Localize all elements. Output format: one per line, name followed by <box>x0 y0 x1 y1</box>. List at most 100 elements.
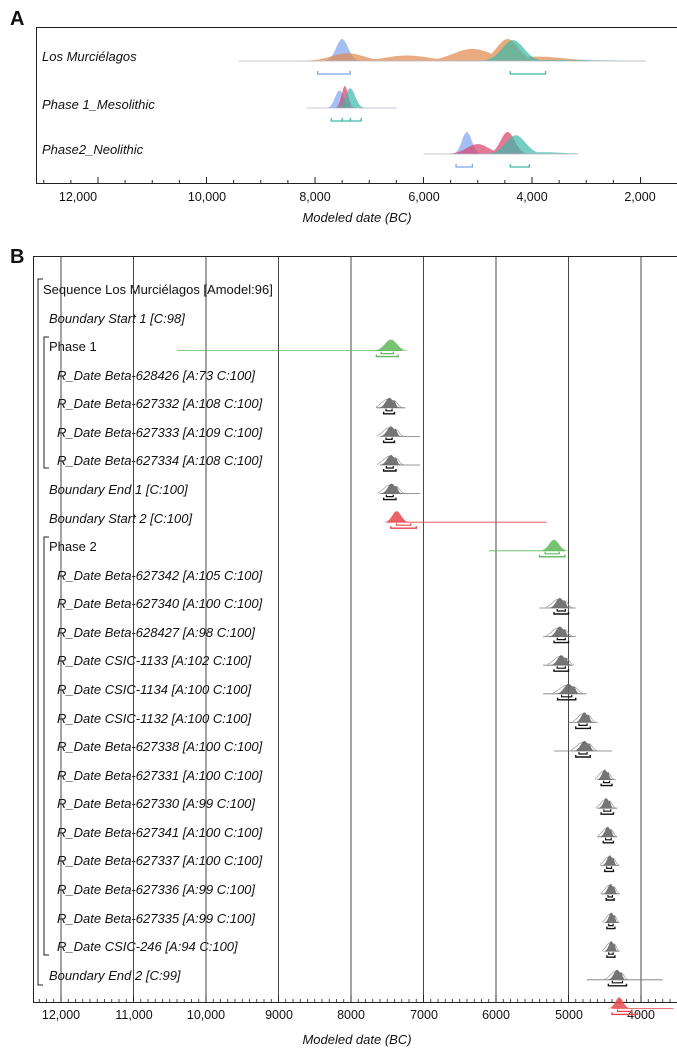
density-curve <box>423 132 579 154</box>
posterior-distribution <box>547 598 573 608</box>
panel-a-tick-label: 4,000 <box>516 190 548 204</box>
panel-b-row-label: R_Date Beta-627335 [A:99 C:100] <box>57 911 256 926</box>
panel-b-row-label: Sequence Los Murciélagos [Amodel:96] <box>43 282 273 297</box>
posterior-distribution <box>606 969 628 980</box>
density-curve <box>423 135 579 154</box>
panel-a-tick-label: 8,000 <box>299 190 331 204</box>
panel-b-frame <box>33 256 677 1003</box>
range-bracket <box>509 164 530 168</box>
range-68 <box>556 666 566 669</box>
posterior-distribution <box>378 455 404 465</box>
range-68 <box>385 494 394 498</box>
posterior-distribution <box>573 712 596 723</box>
panel-b-tick-label: 9000 <box>265 1008 293 1022</box>
panel-b-row-label: R_Date Beta-627342 [A:105 C:100] <box>57 568 263 583</box>
posterior-distribution <box>597 798 616 809</box>
posterior-distribution <box>378 483 405 494</box>
range-68 <box>385 466 394 469</box>
range-95 <box>606 926 616 930</box>
panel-b-tick-label: 4000 <box>627 1008 655 1022</box>
panel-b-x-axis-title: Modeled date (BC) <box>302 1032 412 1047</box>
panel-a-tick-label: 2,000 <box>624 190 656 204</box>
posterior-distribution <box>370 339 411 351</box>
panel-a-tick-label: 10,000 <box>187 190 227 204</box>
range-68 <box>578 752 588 755</box>
density-curve <box>239 39 646 61</box>
range-68 <box>380 351 394 355</box>
range-68 <box>385 437 393 440</box>
posterior-distribution <box>606 997 632 1009</box>
panel-b-row-label: Boundary Start 2 [C:100] <box>49 511 193 526</box>
posterior-distribution <box>548 655 574 666</box>
density-curve <box>306 88 397 108</box>
posterior-distribution <box>603 912 620 923</box>
range-bracket <box>509 71 547 75</box>
range-95 <box>600 783 613 787</box>
range-95 <box>605 898 615 901</box>
posterior-distribution <box>382 511 412 523</box>
range-68 <box>611 980 624 984</box>
range-68 <box>385 408 393 412</box>
range-95 <box>390 526 417 529</box>
range-95 <box>382 497 397 501</box>
range-95 <box>382 469 397 472</box>
range-95 <box>611 1012 639 1016</box>
posterior-distribution <box>601 884 620 894</box>
panel-b-tick-label: 10,000 <box>186 1008 226 1022</box>
panel-a-tick-label: 6,000 <box>408 190 440 204</box>
posterior-distribution <box>600 855 619 866</box>
panel-b-tick-label: 7000 <box>410 1008 438 1022</box>
range-68 <box>604 837 612 841</box>
range-95 <box>606 955 616 958</box>
panel-b-row-label: R_Date Beta-627333 [A:109 C:100] <box>57 425 263 440</box>
panel-b-row-label: Boundary Start 1 [C:98] <box>49 311 185 326</box>
panel-b-row-label: R_Date Beta-628426 [A:73 C:100] <box>57 368 256 383</box>
panel-b-row-label: R_Date Beta-627330 [A:99 C:100] <box>57 796 256 811</box>
panel-b-row-label: R_Date CSIC-1134 [A:100 C:100] <box>57 682 252 697</box>
range-68 <box>544 551 560 555</box>
range-68 <box>608 952 614 955</box>
panel-b-row-label: R_Date CSIC-1132 [A:100 C:100] <box>57 711 252 726</box>
panel-b-tick-label: 8000 <box>337 1008 365 1022</box>
posterior-distribution <box>554 683 583 694</box>
panel-b-row-label: R_Date Beta-627332 [A:108 C:100] <box>57 396 263 411</box>
posterior-distribution <box>537 539 571 551</box>
posterior-distribution <box>378 426 404 437</box>
posterior-distribution <box>547 626 573 637</box>
posterior-distribution <box>603 941 620 952</box>
range-68 <box>616 1009 633 1012</box>
range-68 <box>556 637 566 641</box>
panel-b-row-label: R_Date Beta-627341 [A:100 C:100] <box>57 825 263 840</box>
panel-b-row-label: R_Date Beta-627336 [A:99 C:100] <box>57 882 256 897</box>
panel-a-row-label: Phase2_Neolithic <box>42 142 144 157</box>
panel-b-row-label: Boundary End 2 [C:99] <box>49 968 181 983</box>
range-95 <box>553 612 570 615</box>
posterior-distribution <box>598 826 617 837</box>
range-95 <box>604 869 615 873</box>
panel-b-row-label: R_Date Beta-628427 [A:98 C:100] <box>57 625 256 640</box>
panel-b-tick-label: 5000 <box>555 1008 583 1022</box>
range-68 <box>556 609 566 612</box>
range-95 <box>602 840 615 844</box>
panel-a-x-axis-title: Modeled date (BC) <box>302 210 412 225</box>
panel-a-frame <box>36 27 677 184</box>
range-68 <box>602 780 611 784</box>
panel-b-row-label: R_Date Beta-627338 [A:100 C:100] <box>57 739 263 754</box>
panel-b-row-label: R_Date CSIC-1133 [A:102 C:100] <box>57 653 252 668</box>
panel-a-row-label: Los Murciélagos <box>42 49 137 64</box>
panel-b-row-label: R_Date Beta-627331 [A:100 C:100] <box>57 768 263 783</box>
range-95 <box>553 640 570 644</box>
panel-b-letter: B <box>10 246 25 268</box>
range-95 <box>556 697 577 701</box>
range-95 <box>607 983 628 987</box>
panel-a-row-label: Phase 1_Mesolithic <box>42 97 155 112</box>
phase-1-bracket <box>43 336 49 469</box>
range-68 <box>395 523 412 526</box>
panel-b-tick-label: 6000 <box>482 1008 510 1022</box>
range-68 <box>578 723 588 726</box>
range-68 <box>606 866 613 869</box>
panel-a-letter: A <box>10 8 25 30</box>
range-95 <box>553 669 570 672</box>
posterior-distribution <box>595 769 614 780</box>
range-bracket <box>330 118 362 122</box>
